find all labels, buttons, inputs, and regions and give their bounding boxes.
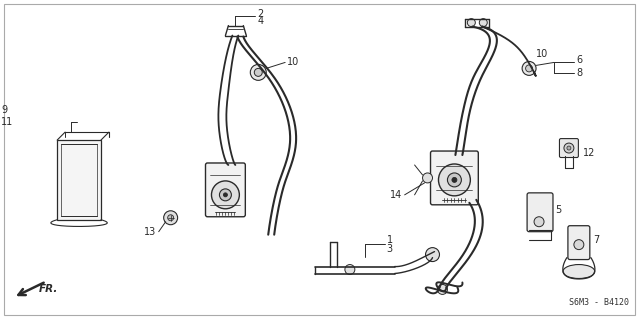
FancyBboxPatch shape (559, 138, 579, 158)
Text: 7: 7 (593, 235, 599, 245)
Circle shape (438, 285, 447, 294)
Circle shape (467, 19, 476, 26)
Circle shape (567, 146, 571, 150)
Text: 5: 5 (555, 205, 561, 215)
Circle shape (250, 64, 266, 80)
Circle shape (447, 173, 461, 187)
Text: 1: 1 (387, 235, 393, 245)
Circle shape (211, 181, 239, 209)
FancyBboxPatch shape (527, 193, 553, 232)
Circle shape (164, 211, 178, 225)
Text: 10: 10 (536, 49, 548, 59)
Circle shape (574, 240, 584, 249)
Bar (57, 140, 101, 220)
Text: S6M3 - B4120: S6M3 - B4120 (569, 298, 628, 307)
Circle shape (220, 189, 232, 201)
Text: 6: 6 (576, 56, 582, 65)
Circle shape (422, 173, 433, 183)
Text: 8: 8 (576, 68, 582, 78)
Circle shape (345, 264, 355, 274)
Text: 2: 2 (257, 9, 264, 19)
Circle shape (522, 62, 536, 75)
Circle shape (223, 193, 227, 197)
Circle shape (525, 65, 532, 72)
Ellipse shape (563, 264, 595, 278)
Circle shape (254, 68, 262, 76)
Text: 4: 4 (257, 16, 264, 26)
Circle shape (479, 19, 487, 26)
Text: FR.: FR. (39, 285, 59, 294)
Text: 12: 12 (583, 148, 595, 158)
Circle shape (426, 248, 440, 262)
Text: 9: 9 (1, 105, 8, 115)
FancyBboxPatch shape (431, 151, 478, 205)
Text: 13: 13 (144, 227, 156, 237)
Circle shape (452, 177, 457, 182)
Text: 3: 3 (387, 244, 393, 254)
Text: 14: 14 (390, 190, 402, 200)
Circle shape (534, 217, 544, 227)
Circle shape (168, 215, 173, 221)
Text: 11: 11 (1, 117, 13, 127)
Circle shape (438, 164, 470, 196)
FancyBboxPatch shape (205, 163, 245, 217)
Circle shape (564, 143, 574, 153)
Text: 10: 10 (287, 57, 300, 67)
FancyBboxPatch shape (568, 226, 590, 260)
